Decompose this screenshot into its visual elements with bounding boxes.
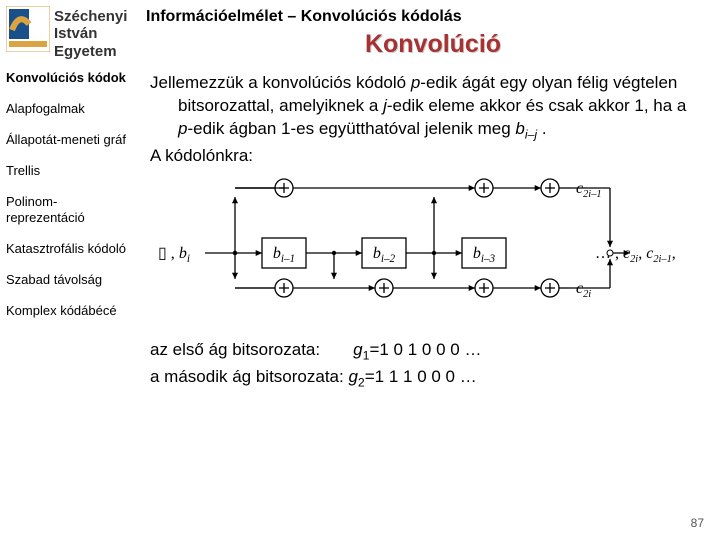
page-title: Konvolúció — [146, 30, 720, 59]
sidebar-item[interactable]: Alapfogalmak — [6, 101, 134, 118]
paragraph-2: A kódolónkra: — [150, 145, 705, 168]
svg-text:▯ , bi: ▯ , bi — [158, 245, 190, 265]
sequence-2: a második ág bitsorozata: g2=1 1 1 0 0 0… — [150, 365, 705, 392]
svg-text:c2i: c2i — [576, 280, 591, 300]
sequence-1: az első ág bitsorozata: g1=1 0 1 0 0 0 … — [150, 338, 705, 365]
sidebar-item[interactable]: Trellis — [6, 163, 134, 180]
encoder-diagram: ▯ , bibi–1bi–2bi–3c2i–1c2i… , c2i, c2i–1… — [150, 172, 675, 317]
page-number: 87 — [691, 516, 704, 530]
svg-text:… , c2i, c2i–1, ▯: … , c2i, c2i–1, ▯ — [595, 245, 675, 265]
sidebar-item[interactable]: Szabad távolság — [6, 272, 134, 289]
sidebar: Konvolúciós kódok Alapfogalmak Állapotát-m… — [6, 70, 134, 334]
sidebar-item[interactable]: Konvolúciós kódok — [6, 70, 134, 87]
sidebar-item[interactable]: Katasztrofális kódoló — [6, 241, 134, 258]
university-logo — [6, 6, 50, 52]
paragraph-1: Jellemezzük a konvolúciós kódoló p-edik … — [150, 72, 705, 143]
sidebar-item[interactable]: Komplex kódábécé — [6, 303, 134, 320]
main-content: Jellemezzük a konvolúciós kódoló p-edik … — [150, 72, 705, 392]
breadcrumb: Információelmélet – Konvolúciós kódolás — [146, 6, 720, 26]
sidebar-item[interactable]: Állapotát-meneti gráf — [6, 132, 134, 149]
university-name: Széchenyi István Egyetem — [54, 6, 140, 60]
sidebar-item[interactable]: Polinom-reprezentáció — [6, 194, 134, 228]
sequences: az első ág bitsorozata: g1=1 0 1 0 0 0 …… — [150, 338, 705, 392]
svg-text:c2i–1: c2i–1 — [576, 180, 602, 200]
